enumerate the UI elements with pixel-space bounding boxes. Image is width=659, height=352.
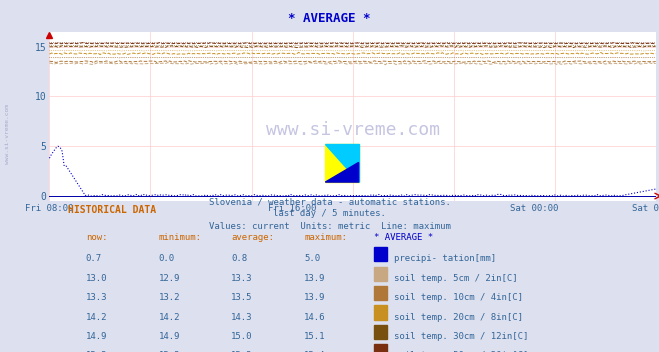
Text: * AVERAGE *: * AVERAGE * xyxy=(374,233,433,242)
Text: 0.0: 0.0 xyxy=(159,254,175,263)
Bar xyxy=(374,325,387,339)
Text: Values: current  Units: metric  Line: maximum: Values: current Units: metric Line: maxi… xyxy=(208,222,451,231)
Bar xyxy=(374,266,387,281)
Text: soil temp. 30cm / 12in[C]: soil temp. 30cm / 12in[C] xyxy=(394,332,529,341)
Text: 14.3: 14.3 xyxy=(231,313,253,322)
Bar xyxy=(374,344,387,352)
Text: minimum:: minimum: xyxy=(159,233,202,242)
Text: 14.9: 14.9 xyxy=(159,332,180,341)
Text: 0.8: 0.8 xyxy=(231,254,247,263)
Text: maximum:: maximum: xyxy=(304,233,347,242)
Text: 13.9: 13.9 xyxy=(304,274,326,283)
Text: 15.3: 15.3 xyxy=(159,351,180,352)
Bar xyxy=(374,306,387,320)
Text: 15.0: 15.0 xyxy=(231,332,253,341)
Text: 15.3: 15.3 xyxy=(86,351,107,352)
Text: www.si-vreme.com: www.si-vreme.com xyxy=(266,121,440,139)
Text: 13.9: 13.9 xyxy=(304,293,326,302)
Polygon shape xyxy=(326,144,358,182)
Text: now:: now: xyxy=(86,233,107,242)
Text: 14.2: 14.2 xyxy=(86,313,107,322)
Text: 12.9: 12.9 xyxy=(159,274,180,283)
Text: average:: average: xyxy=(231,233,274,242)
Text: 13.0: 13.0 xyxy=(86,274,107,283)
Text: www.si-vreme.com: www.si-vreme.com xyxy=(5,104,11,164)
Bar xyxy=(374,247,387,262)
Polygon shape xyxy=(326,162,358,182)
Text: 13.3: 13.3 xyxy=(86,293,107,302)
Text: 13.2: 13.2 xyxy=(159,293,180,302)
Bar xyxy=(326,144,358,182)
Bar xyxy=(374,286,387,300)
Text: soil temp. 20cm / 8in[C]: soil temp. 20cm / 8in[C] xyxy=(394,313,523,322)
Text: 15.1: 15.1 xyxy=(304,332,326,341)
Text: precipi- tation[mm]: precipi- tation[mm] xyxy=(394,254,496,263)
Text: soil temp. 50cm / 20in[C]: soil temp. 50cm / 20in[C] xyxy=(394,351,529,352)
Text: soil temp. 10cm / 4in[C]: soil temp. 10cm / 4in[C] xyxy=(394,293,523,302)
Text: 15.4: 15.4 xyxy=(304,351,326,352)
Text: 13.3: 13.3 xyxy=(231,274,253,283)
Text: 15.3: 15.3 xyxy=(231,351,253,352)
Text: Slovenia / weather data - automatic stations.: Slovenia / weather data - automatic stat… xyxy=(208,197,451,206)
Text: last day / 5 minutes.: last day / 5 minutes. xyxy=(273,209,386,219)
Text: 14.2: 14.2 xyxy=(159,313,180,322)
Text: HISTORICAL DATA: HISTORICAL DATA xyxy=(68,205,156,215)
Text: 5.0: 5.0 xyxy=(304,254,320,263)
Text: 14.6: 14.6 xyxy=(304,313,326,322)
Text: 13.5: 13.5 xyxy=(231,293,253,302)
Text: * AVERAGE *: * AVERAGE * xyxy=(288,12,371,25)
Text: 0.7: 0.7 xyxy=(86,254,102,263)
Text: 14.9: 14.9 xyxy=(86,332,107,341)
Text: soil temp. 5cm / 2in[C]: soil temp. 5cm / 2in[C] xyxy=(394,274,518,283)
